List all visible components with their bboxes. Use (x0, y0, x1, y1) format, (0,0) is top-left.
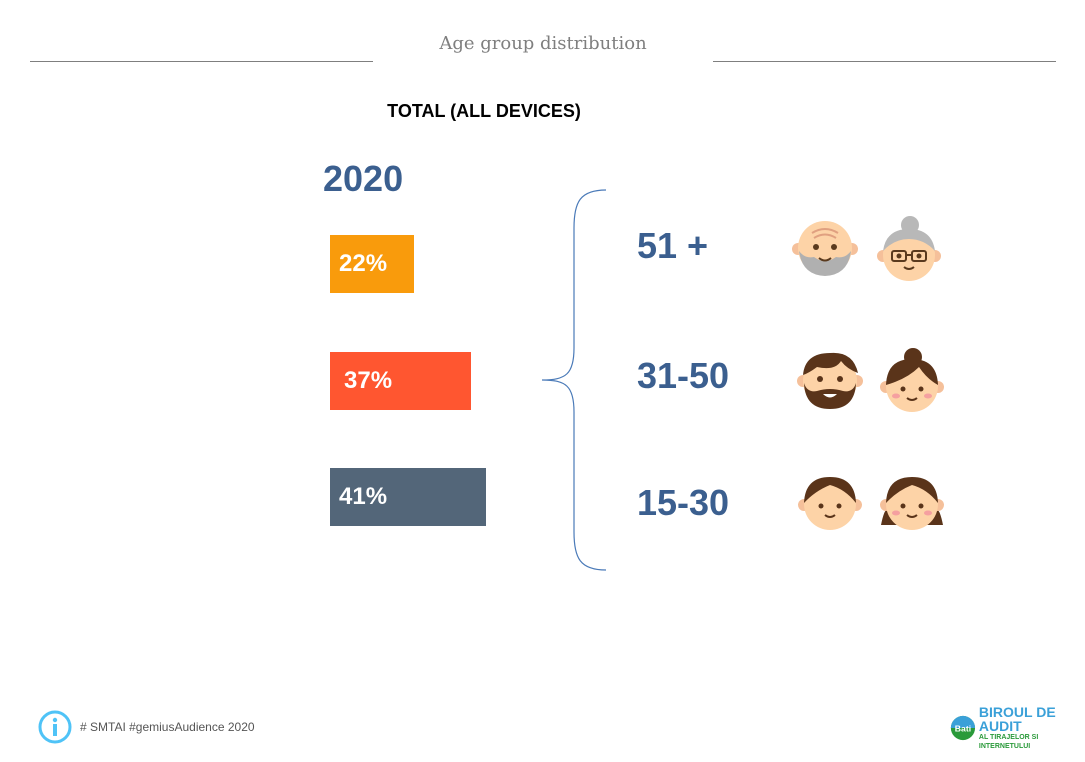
age-group-15-30: 15-30 (637, 482, 730, 523)
divider-right (713, 61, 1056, 62)
bearded-man-icon (797, 352, 863, 409)
divider-left (30, 61, 373, 62)
age-group-51-plus: 51 + (637, 225, 709, 266)
bati-logo-mark-icon: Bati (950, 715, 976, 741)
age-group-31-50: 31-50 (637, 355, 730, 396)
bar-51-plus: 22% (330, 235, 414, 293)
logo-line-2: AL TIRAJELOR SI INTERNETULUI (978, 734, 1039, 750)
elderly-woman-icon (877, 216, 941, 281)
footer-text: # SMTAI #gemiusAudience 2020 (80, 720, 255, 734)
page-title: Age group distribution (439, 33, 647, 54)
elderly-man-icon (792, 221, 858, 276)
woman-icon (880, 348, 944, 412)
subtitle: TOTAL (ALL DEVICES) (387, 101, 581, 121)
year-label: 2020 (323, 158, 404, 199)
boy-icon (798, 477, 862, 530)
bar-15-30: 41% (330, 468, 486, 526)
svg-text:Bati: Bati (955, 723, 971, 733)
logo-line-1: BIROUL DE AUDIT (978, 704, 1056, 734)
footer: # SMTAI #gemiusAudience 2020 (38, 710, 255, 744)
brace-icon (541, 189, 607, 571)
bar-31-50: 37% (330, 352, 471, 410)
bati-logo: Bati BIROUL DE AUDIT AL TIRAJELOR SI INT… (950, 705, 1085, 751)
girl-icon (880, 477, 944, 530)
info-icon (38, 710, 72, 744)
